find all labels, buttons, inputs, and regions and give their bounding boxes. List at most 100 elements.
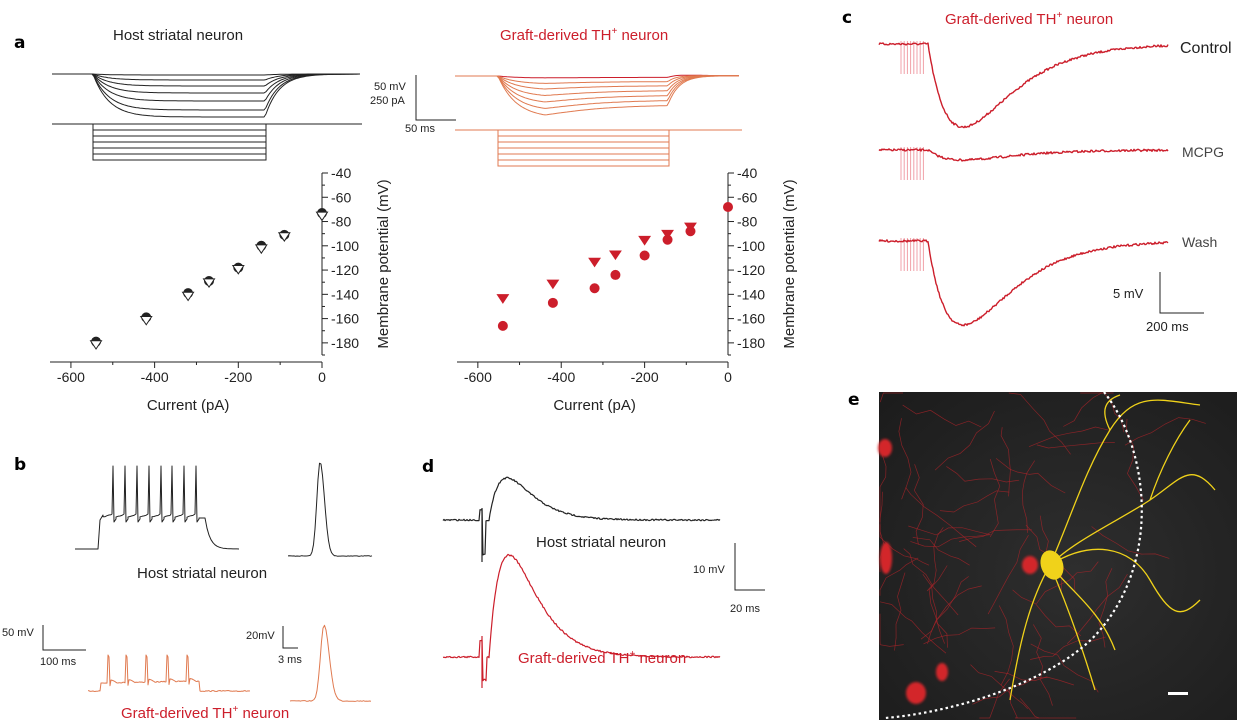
host-voltage-traces xyxy=(52,73,361,118)
red-fiber xyxy=(908,525,990,536)
red-fiber xyxy=(946,466,1020,483)
red-fiber xyxy=(898,418,912,500)
red-fiber xyxy=(1098,568,1113,648)
red-fiber xyxy=(1028,426,1110,448)
graft-voltage-trace xyxy=(455,75,739,84)
red-fiber xyxy=(922,573,948,648)
iv-plot-host: -600 -400 -200 0 Current (pA) -40 -60 -80 -100 -1… xyxy=(50,165,392,414)
data-point-circle xyxy=(589,283,600,294)
y-tick-label: -180 xyxy=(737,335,765,351)
data-point-triangle xyxy=(139,316,153,326)
y-tick-label: -100 xyxy=(737,238,765,254)
red-fiber xyxy=(1124,417,1206,446)
red-fiber xyxy=(959,529,1032,542)
red-fiber xyxy=(989,458,1001,538)
red-fiber xyxy=(879,601,947,654)
yellow-filled-neuron xyxy=(1009,394,1216,701)
panel-a-traces: Host striatal neuron Graft-derived TH+ n… xyxy=(52,26,742,167)
graft-th-label-d: Graft-derived TH+ neuron xyxy=(518,649,686,667)
graft-th-title-c: Graft-derived TH+ neuron xyxy=(945,10,1113,28)
red-fiber xyxy=(987,535,1029,615)
graft-current-step xyxy=(497,130,670,149)
red-fiber xyxy=(994,671,1075,686)
red-fiber xyxy=(903,548,959,616)
red-fiber xyxy=(1091,526,1170,559)
red-fiber xyxy=(923,627,996,645)
panel-b-scale-right: 20mV 3 ms xyxy=(246,626,302,666)
y-tick-label: -80 xyxy=(331,214,351,230)
red-fiber xyxy=(879,453,887,522)
panel-b-scale-left: 50 mV 100 ms xyxy=(2,625,86,668)
scale-d-20ms: 20 ms xyxy=(730,603,760,615)
y-tick-label: -180 xyxy=(331,335,359,351)
data-point-circle xyxy=(662,234,673,245)
host-current-steps xyxy=(52,123,362,161)
panel-c-scale-bar: 5 mV 200 ms xyxy=(1113,272,1204,334)
graft-th-title: Graft-derived TH+ neuron xyxy=(500,26,668,44)
host-current-step xyxy=(92,124,267,143)
graft-voltage-trace xyxy=(455,75,739,103)
red-fiber xyxy=(1000,427,1011,497)
host-spike-trace xyxy=(75,465,240,550)
host-striatal-label-b: Host striatal neuron xyxy=(137,565,267,582)
x-tick-label: -400 xyxy=(141,369,169,385)
graft-current-steps xyxy=(455,129,742,167)
scale-c-5mv: 5 mV xyxy=(1113,286,1144,301)
panel-label-c: c xyxy=(842,8,852,28)
yellow-neurite xyxy=(1049,474,1216,566)
red-fiber xyxy=(1036,561,1099,605)
panel-label-b: b xyxy=(14,455,26,475)
x-axis-label: Current (pA) xyxy=(553,397,636,414)
scale-b-20mv: 20mV xyxy=(246,630,275,642)
scale-b-100ms: 100 ms xyxy=(40,656,77,668)
data-point-triangle xyxy=(89,340,103,350)
x-tick-label: -200 xyxy=(224,369,252,385)
data-point-triangle xyxy=(254,244,268,255)
panel-label-a: a xyxy=(14,33,25,53)
panel-label-d: d xyxy=(422,457,434,477)
graft-current-step xyxy=(497,130,670,167)
y-axis-label: Membrane potential (mV) xyxy=(375,179,392,348)
data-point-triangle xyxy=(496,294,510,304)
red-fiber xyxy=(879,613,904,647)
yellow-neurite xyxy=(1049,548,1201,613)
data-point-triangle xyxy=(608,250,622,261)
y-tick-label: -120 xyxy=(737,262,765,278)
trace-label-control: Control xyxy=(1180,40,1232,57)
micrograph-scale-bar xyxy=(1168,692,1188,695)
panel-label-e: e xyxy=(848,390,860,410)
host-striatal-title: Host striatal neuron xyxy=(113,27,243,44)
red-fiber xyxy=(879,491,885,573)
data-point-triangle xyxy=(181,291,195,302)
graft-voltage-trace xyxy=(455,75,739,109)
graft-epsp-trace xyxy=(442,553,721,682)
y-axis-label: Membrane potential (mV) xyxy=(781,179,798,348)
data-point-triangle xyxy=(588,257,602,268)
graft-current-step xyxy=(497,130,670,137)
data-point-triangle xyxy=(638,235,652,246)
graft-voltage-trace xyxy=(455,75,739,96)
data-point-triangle xyxy=(202,278,216,289)
red-fiber xyxy=(939,490,1010,513)
yellow-neurite xyxy=(1149,419,1191,501)
red-fiber xyxy=(1008,392,1071,455)
scale-c-200ms: 200 ms xyxy=(1146,319,1189,334)
host-voltage-trace xyxy=(52,73,361,118)
panel-d-scale-bar: 10 mV 20 ms xyxy=(693,543,765,615)
red-fiber xyxy=(1008,689,1040,719)
red-fiber xyxy=(998,605,1014,686)
host-current-step xyxy=(92,124,267,161)
control-trace xyxy=(878,42,1169,129)
red-fiber xyxy=(970,664,1028,710)
host-striatal-label-d: Host striatal neuron xyxy=(536,534,666,551)
red-fiber xyxy=(920,585,982,640)
data-point-circle xyxy=(610,269,621,280)
panel-c: Graft-derived TH+ neuron Control MCPG Wa… xyxy=(878,10,1232,334)
host-ap-trace xyxy=(287,462,373,557)
red-fiber xyxy=(1066,574,1128,644)
y-tick-label: -100 xyxy=(331,238,359,254)
graft-current-step xyxy=(497,130,670,161)
graft-voltage-trace xyxy=(455,74,739,79)
yellow-neurite xyxy=(1009,564,1051,701)
